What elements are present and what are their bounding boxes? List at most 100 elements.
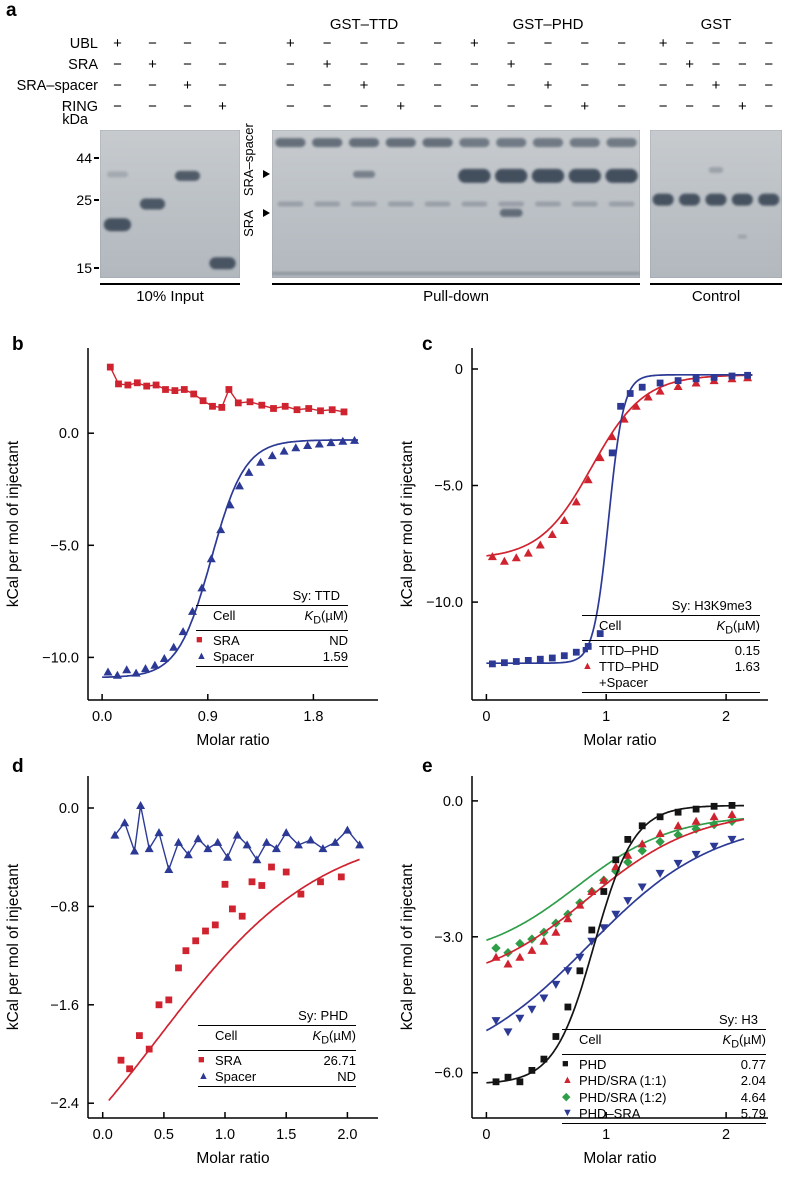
- series-sra: [106, 363, 348, 416]
- side-label-sra: SRA: [241, 210, 256, 237]
- sign-GST–TTD-r2c1: −: [322, 77, 332, 94]
- series-phd-sra: [485, 835, 745, 1037]
- svg-text:0.0: 0.0: [59, 426, 79, 442]
- svg-text:−5.0: −5.0: [434, 479, 463, 495]
- sign-input-r2c3: −: [218, 77, 227, 94]
- panel-d: d 0.0 0.5 1.0 1.5 2.0 0.0 −0.8 −1.6 −2.4 Molar ra…: [0, 752, 394, 1186]
- x-axis-label: Molar ratio: [196, 732, 269, 749]
- sign-GST–TTD-r0c3: −: [396, 35, 406, 52]
- chart-c: 0 1 2 0 −5.0 −10.0 Molar ratio kCal per mol of …: [399, 348, 768, 749]
- sign-GST–TTD-r1c1: +: [322, 56, 332, 73]
- sign-input-r2c2: +: [183, 77, 192, 94]
- kda-marker-25: 25: [76, 192, 92, 208]
- fit-curve: [486, 818, 745, 964]
- legend-title: Sy: H3K9me3: [671, 598, 752, 613]
- sign-input-r1c2: −: [183, 56, 192, 73]
- row-label-ring: RING: [61, 99, 98, 115]
- square-marker-icon: ■: [196, 633, 203, 646]
- sign-GST–PHD-r3c0: −: [470, 98, 479, 115]
- group-header-gst-phd: GST–PHD: [512, 16, 584, 33]
- svg-text:1.5: 1.5: [276, 1127, 296, 1143]
- sign-GST–TTD-r2c4: −: [433, 77, 442, 94]
- panel-b: b 0.0 0.9 1.8 0.0 −5.0 −10.0 Molar ratio kCal p…: [0, 326, 394, 752]
- svg-text:0: 0: [482, 1127, 490, 1143]
- svg-text:0: 0: [482, 709, 490, 725]
- tick-labels: 0.0 0.9 1.8 0.0 −5.0 −10.0: [42, 426, 323, 725]
- tri-up-marker-icon: ▲: [196, 650, 207, 663]
- svg-text:−2.4: −2.4: [50, 1096, 79, 1112]
- panel-c-label: c: [422, 334, 433, 355]
- sign-input-r0c2: −: [183, 35, 192, 52]
- sign-GST–PHD-r3c3: +: [580, 98, 590, 115]
- chart-legend: Sy: PHD Cell KD(µM) ■ SRA 26.71 ▲ Spacer ND: [198, 1008, 356, 1088]
- sign-input-r3c1: −: [148, 98, 157, 115]
- svg-text:−0.8: −0.8: [50, 899, 79, 915]
- series-ttd-phd-spacer: [486, 373, 753, 565]
- svg-text:2: 2: [722, 709, 730, 725]
- series-sra: [108, 858, 360, 1102]
- x-axis-label: Molar ratio: [196, 1150, 269, 1167]
- sign-GST–TTD-r1c2: −: [359, 56, 369, 73]
- kda-tick-25: [94, 199, 99, 201]
- series-spacer: [110, 801, 365, 873]
- chart-legend: Sy: H3K9me3 Cell KD(µM) ■ TTD–PHD 0.15 ▲ TTD–PH…: [582, 598, 760, 694]
- group-header-gst-ttd: GST–TTD: [329, 16, 399, 33]
- sign-input-r1c1: +: [148, 56, 157, 73]
- panel-a-label: a: [6, 0, 17, 21]
- sign-GST–PHD-r3c1: −: [506, 98, 516, 115]
- sign-input-r3c2: −: [183, 98, 192, 115]
- gel-control: [650, 130, 782, 278]
- svg-text:0.0: 0.0: [93, 1127, 113, 1143]
- fit-curve: [485, 837, 745, 1032]
- sign-GST-r0c1: −: [685, 35, 694, 52]
- tick-labels: 0 1 2 0 −5.0 −10.0: [426, 362, 730, 725]
- sign-GST-r1c2: −: [711, 56, 721, 73]
- gel-input: [100, 130, 240, 278]
- legend-row-sra: ■ SRA ND: [196, 632, 348, 648]
- panel-d-label: d: [12, 756, 24, 777]
- sign-GST–TTD-r0c2: −: [359, 35, 369, 52]
- panel-e-label: e: [422, 756, 433, 777]
- row-label-ubl: UBL: [69, 36, 98, 52]
- svg-text:0: 0: [455, 362, 463, 378]
- svg-text:0.9: 0.9: [198, 709, 218, 725]
- sign-input-r1c0: −: [113, 56, 122, 73]
- sign-GST–PHD-r1c0: −: [470, 56, 479, 73]
- legend-header: Cell KD(µM): [579, 1031, 766, 1051]
- sign-GST–TTD-r3c0: −: [286, 98, 295, 115]
- axes: [87, 776, 378, 1119]
- sign-GST-r3c0: −: [658, 98, 668, 115]
- sign-GST-r2c2: +: [711, 77, 721, 94]
- row-label-sra-spacer: SRA–spacer: [16, 78, 98, 94]
- legend-header: Cell KD(µM): [599, 617, 760, 637]
- svg-text:−5.0: −5.0: [50, 538, 79, 554]
- sign-GST–PHD-r1c4: −: [617, 56, 626, 73]
- x-axis-label: Molar ratio: [583, 732, 656, 749]
- sign-input-r0c0: +: [113, 35, 122, 52]
- sign-GST–PHD-r1c1: +: [506, 56, 516, 73]
- sign-GST-r3c4: −: [764, 98, 774, 115]
- gel-pulldown: [272, 130, 640, 278]
- sign-GST-r0c2: −: [711, 35, 721, 52]
- caption-input: 10% Input: [136, 288, 204, 305]
- x-axis-label: Molar ratio: [583, 1150, 656, 1167]
- sign-GST-r3c2: −: [711, 98, 721, 115]
- tri-up-marker-icon: ▲: [582, 660, 593, 673]
- tick-labels: 0.0 0.5 1.0 1.5 2.0 0.0 −0.8 −1.6 −2.4: [50, 801, 357, 1143]
- sign-GST–PHD-r3c4: −: [617, 98, 626, 115]
- legend-row-ttd-phd: ■ TTD–PHD 0.15: [582, 642, 760, 658]
- diamond-marker-icon: ◆: [562, 1090, 571, 1103]
- series-ttd-phd: [486, 371, 753, 668]
- sign-GST-r2c1: −: [685, 77, 694, 94]
- legend-header: Cell KD(µM): [215, 1027, 356, 1047]
- sign-GST–PHD-r0c3: −: [580, 35, 590, 52]
- sign-GST-r0c0: +: [658, 35, 668, 52]
- legend-row-phd-sra-1-2: ◆ PHD/SRA (1:2) 4.64: [562, 1089, 766, 1105]
- series-phd-sra-1-1: [486, 810, 745, 968]
- kda-title: kDa: [62, 112, 88, 128]
- sign-GST–PHD-r1c3: −: [580, 56, 590, 73]
- svg-text:1: 1: [602, 1127, 610, 1143]
- chart-legend: Sy: H3 Cell KD(µM) ■ PHD 0.77 ▲ PHD/SRA (1:1) 2.…: [562, 1012, 766, 1125]
- sign-GST-r3c3: +: [738, 98, 747, 115]
